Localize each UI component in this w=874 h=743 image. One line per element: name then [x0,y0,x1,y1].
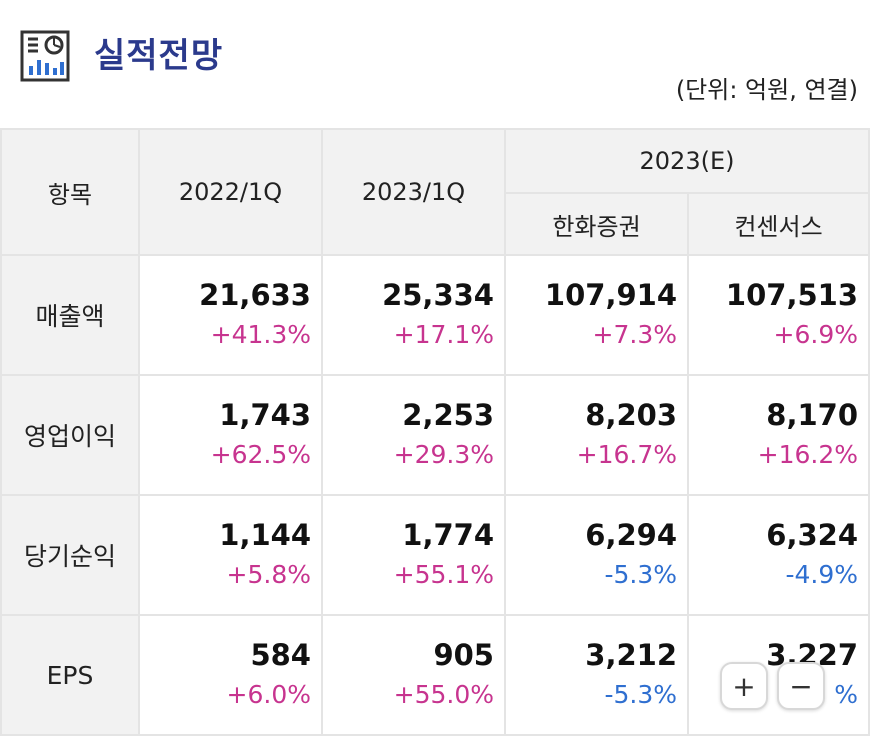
value-cell: 21,633 +41.3% [138,254,323,376]
table-row: EPS 584 +6.0% 905 +55.0% 3,212 -5.3% 3,227% [0,614,870,736]
change-percent: +6.0% [226,680,311,709]
value-number: 6,294 [585,518,677,552]
value-cell: 1,144 +5.8% [138,494,323,616]
value-cell: 107,914 +7.3% [504,254,689,376]
change-percent: +5.8% [226,560,311,589]
change-percent: +17.1% [393,320,494,349]
change-percent: % [834,680,858,709]
change-percent: -4.9% [785,560,858,589]
value-number: 2,253 [402,398,494,432]
row-label: 당기순익 [0,494,140,616]
value-cell: 8,170 +16.2% [687,374,870,496]
value-number: 3,212 [585,638,677,672]
page-header: 실적전망 (단위: 억원, 연결) [0,0,874,120]
table-row: 당기순익 1,144 +5.8% 1,774 +55.1% 6,294 -5.3% 6,324… [0,494,870,616]
value-cell: 6,294 -5.3% [504,494,689,616]
value-number: 107,513 [725,278,858,312]
header-consensus: 컨센서스 [687,192,870,256]
row-label: 매출액 [0,254,140,376]
header-2022-1q: 2022/1Q [138,128,323,256]
value-cell: 6,324 -4.9% [687,494,870,616]
report-chart-icon [20,30,70,82]
value-number: 1,743 [219,398,311,432]
value-number: 6,324 [766,518,858,552]
value-number: 584 [250,638,311,672]
change-percent: +16.2% [757,440,858,469]
row-label: EPS [0,614,140,736]
value-cell: 25,334 +17.1% [321,254,506,376]
value-number: 25,334 [382,278,494,312]
value-cell: 1,774 +55.1% [321,494,506,616]
header-item: 항목 [0,128,140,256]
value-number: 1,144 [219,518,311,552]
table-row: 매출액 21,633 +41.3% 25,334 +17.1% 107,914 +7.3% 1… [0,254,870,376]
value-cell: 584 +6.0% [138,614,323,736]
header-2023-1q: 2023/1Q [321,128,506,256]
change-percent: -5.3% [604,680,677,709]
value-number: 3,227 [766,638,858,672]
unit-note: (단위: 억원, 연결) [675,76,858,104]
value-number: 905 [433,638,494,672]
zoom-in-button[interactable]: + [720,662,768,710]
change-percent: +29.3% [393,440,494,469]
change-percent: +41.3% [210,320,311,349]
value-number: 107,914 [544,278,677,312]
value-number: 8,203 [585,398,677,432]
value-cell: 3,212 -5.3% [504,614,689,736]
value-cell: 107,513 +6.9% [687,254,870,376]
table-body: 매출액 21,633 +41.3% 25,334 +17.1% 107,914 +7.3% 1… [0,254,870,736]
page-title: 실적전망 [94,36,224,76]
value-cell: 905 +55.0% [321,614,506,736]
value-number: 1,774 [402,518,494,552]
change-percent: +62.5% [210,440,311,469]
change-percent: -5.3% [604,560,677,589]
change-percent: +55.1% [393,560,494,589]
change-percent: +55.0% [393,680,494,709]
change-percent: +7.3% [592,320,677,349]
value-cell: 2,253 +29.3% [321,374,506,496]
value-cell: 8,203 +16.7% [504,374,689,496]
earnings-table: 항목 2022/1Q 2023/1Q 2023(E) 한화증권 컨센서스 매출액… [0,128,870,736]
zoom-out-button[interactable]: − [777,662,825,710]
header-hanwha: 한화증권 [504,192,689,256]
change-percent: +16.7% [576,440,677,469]
value-number: 21,633 [199,278,311,312]
value-cell: 1,743 +62.5% [138,374,323,496]
change-percent: +6.9% [773,320,858,349]
row-label: 영업이익 [0,374,140,496]
header-2023e: 2023(E) [504,128,870,194]
table-row: 영업이익 1,743 +62.5% 2,253 +29.3% 8,203 +16.7% 8,1… [0,374,870,496]
value-number: 8,170 [766,398,858,432]
